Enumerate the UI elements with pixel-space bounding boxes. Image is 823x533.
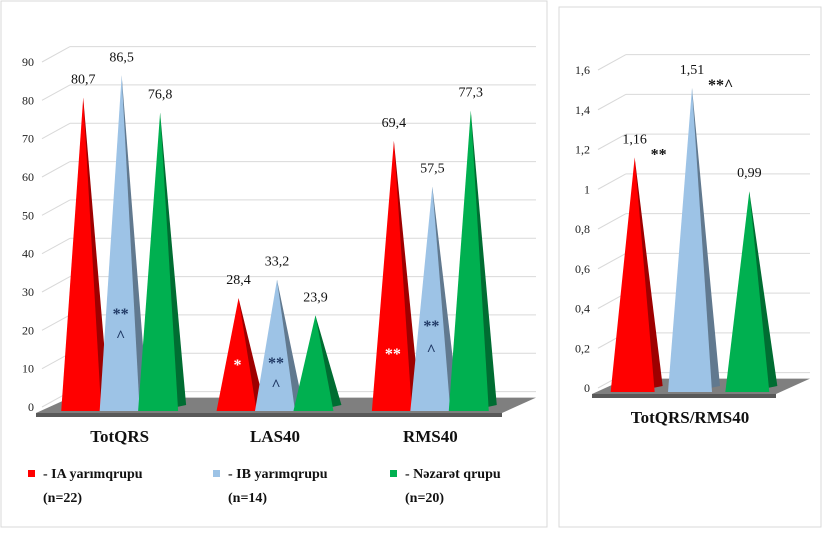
value-label: 0,99 xyxy=(737,166,762,181)
left-chart: 0 10 20 30 40 50 60 70 80 90 TotQRS 80,7 86,5 76,8 LAS… xyxy=(22,46,536,446)
value-label: 1,16 xyxy=(622,132,647,147)
legend-label: - IA yarımqrupu xyxy=(43,467,143,482)
legend-sublabel: (n=14) xyxy=(228,491,267,506)
value-label: 86,5 xyxy=(109,50,134,65)
legend-sublabel: (n=20) xyxy=(405,491,444,506)
value-label: 1,51 xyxy=(680,63,705,78)
significance-mark: ** xyxy=(651,146,667,163)
y-tick-label: 60 xyxy=(22,170,34,184)
gridline-side xyxy=(41,314,71,331)
y-tick-label: 0 xyxy=(584,381,590,395)
gridline-side xyxy=(41,199,71,216)
y-tick-label: 40 xyxy=(22,247,34,261)
value-label: 57,5 xyxy=(420,162,445,177)
gridline-side xyxy=(41,84,71,101)
legend-label: - Nəzarət qrupu xyxy=(405,467,501,482)
cone-bar xyxy=(293,315,334,411)
significance-mark: ^ xyxy=(427,342,436,359)
category-label: RMS40 xyxy=(403,427,458,446)
right-chart: 0 0,2 0,4 0,6 0,8 1 1,2 1,4 1,6 TotQRS/RMS40 1,16 *… xyxy=(575,54,810,427)
cone-bar xyxy=(725,191,770,392)
chart-floor-edge xyxy=(36,413,502,417)
cone-bar xyxy=(99,75,140,412)
y-tick-label: 0 xyxy=(28,400,34,414)
cone-bar xyxy=(138,112,179,411)
significance-mark: ** xyxy=(113,306,129,323)
significance-mark: ** xyxy=(423,318,439,335)
y-tick-label: 0,4 xyxy=(575,302,590,316)
y-tick-label: 80 xyxy=(22,93,34,107)
cone-bar xyxy=(216,298,257,411)
cone-bar xyxy=(61,97,102,412)
y-tick-label: 0,6 xyxy=(575,262,590,276)
cone-bar xyxy=(371,140,412,411)
y-tick-label: 50 xyxy=(22,208,34,222)
gridline-side xyxy=(597,213,627,230)
legend-label: - IB yarımqrupu xyxy=(228,467,328,482)
gridline-side xyxy=(597,173,627,190)
y-tick-label: 90 xyxy=(22,55,34,69)
significance-mark: ^ xyxy=(271,377,280,394)
significance-mark: ** xyxy=(385,346,401,363)
y-tick-label: 0,8 xyxy=(575,222,590,236)
cone-bar xyxy=(610,157,655,392)
significance-mark: * xyxy=(234,357,242,374)
y-tick-label: 1,4 xyxy=(575,103,590,117)
gridline-side xyxy=(597,54,627,71)
y-tick-label: 1,6 xyxy=(575,63,590,77)
value-label: 28,4 xyxy=(226,273,251,288)
cone-bar xyxy=(255,279,295,411)
category-label: TotQRS/RMS40 xyxy=(631,408,749,427)
category-label: LAS40 xyxy=(250,427,300,446)
significance-mark: ** xyxy=(268,355,284,372)
y-tick-label: 1,2 xyxy=(575,143,590,157)
y-tick-label: 20 xyxy=(22,323,34,337)
legend-sublabel: (n=22) xyxy=(43,491,82,506)
gridline-side xyxy=(597,252,627,270)
gridline-side xyxy=(41,161,71,178)
gridline-side xyxy=(41,46,71,63)
y-tick-label: 30 xyxy=(22,285,34,299)
legend-swatch xyxy=(213,470,220,477)
value-label: 76,8 xyxy=(148,88,173,103)
gridline-side xyxy=(41,276,71,293)
gridline-side xyxy=(597,93,627,111)
significance-mark: ^ xyxy=(116,328,125,345)
legend-swatch xyxy=(28,470,35,477)
legend: - IA yarımqrupu (n=22) - IB yarımqrupu (n=1… xyxy=(28,467,501,506)
value-label: 80,7 xyxy=(71,73,96,88)
category-label: TotQRS xyxy=(90,427,149,446)
gridline-side xyxy=(597,133,627,150)
y-tick-label: 0,2 xyxy=(575,341,590,355)
value-label: 23,9 xyxy=(303,290,328,305)
value-label: 77,3 xyxy=(459,86,484,101)
chart-floor-edge xyxy=(592,394,776,398)
cone-bar xyxy=(668,87,712,392)
cone-bar xyxy=(410,186,451,411)
y-tick-label: 10 xyxy=(22,362,34,376)
y-tick-label: 70 xyxy=(22,132,34,146)
legend-swatch xyxy=(390,470,397,477)
cone-bar xyxy=(448,110,489,411)
significance-mark: **^ xyxy=(708,77,733,94)
y-tick-label: 1 xyxy=(584,182,590,196)
gridline-side xyxy=(41,122,71,140)
value-label: 69,4 xyxy=(382,116,407,131)
gridline-side xyxy=(41,237,71,255)
value-label: 33,2 xyxy=(265,255,290,270)
